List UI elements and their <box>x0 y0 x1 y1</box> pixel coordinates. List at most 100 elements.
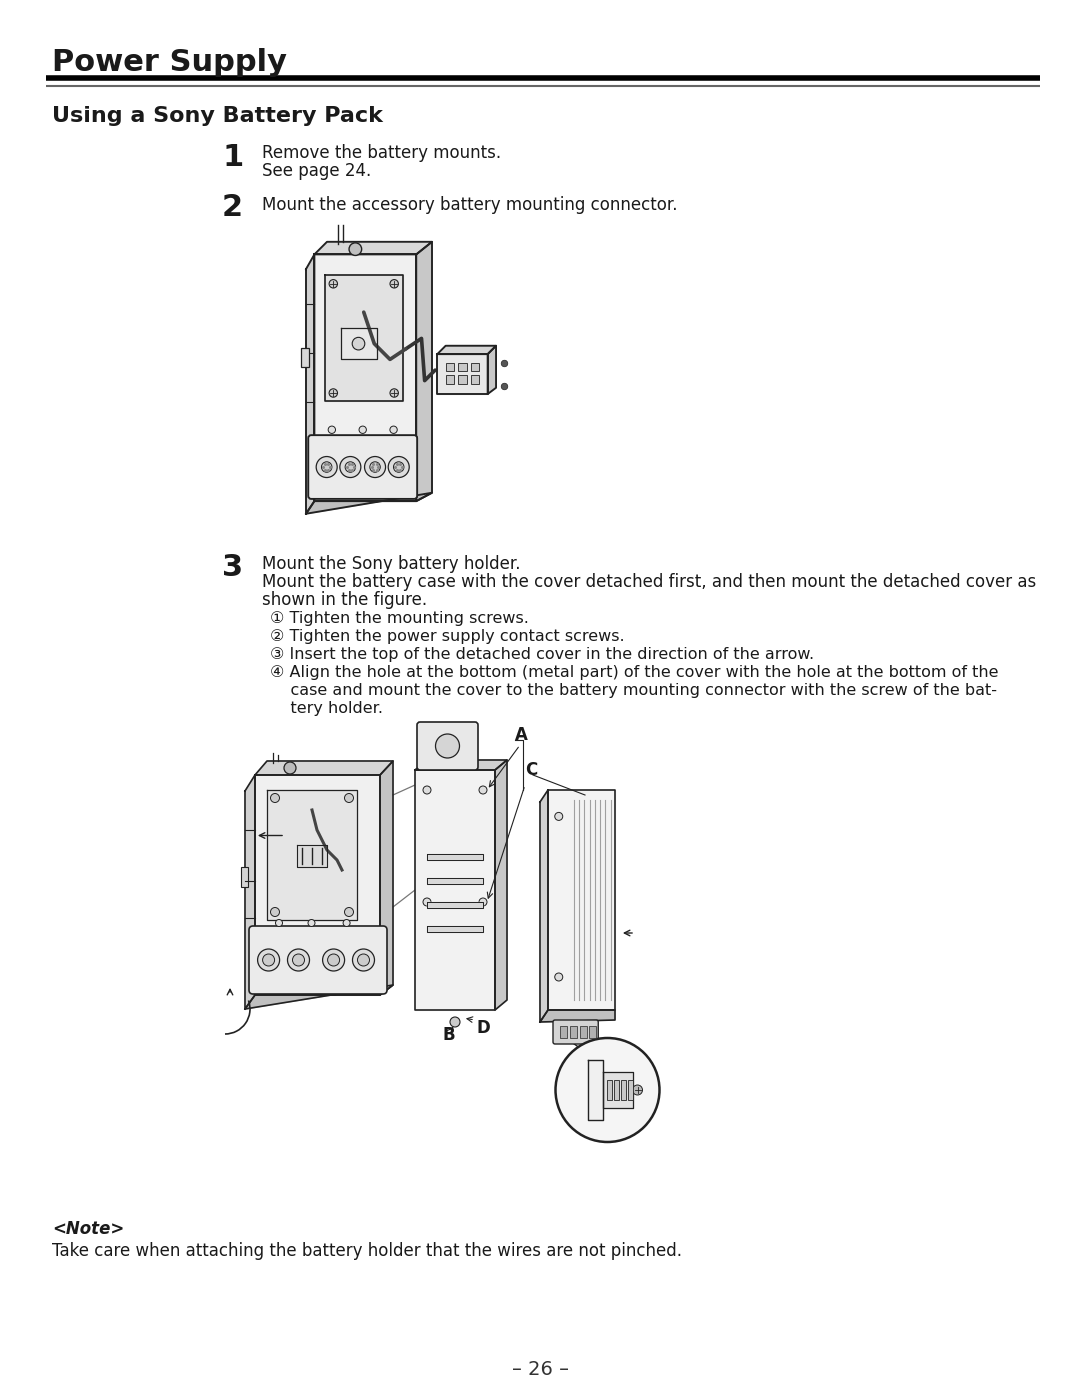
FancyBboxPatch shape <box>553 1020 598 1044</box>
Polygon shape <box>245 775 255 1009</box>
Polygon shape <box>380 761 393 995</box>
Text: See page 24.: See page 24. <box>262 162 372 180</box>
Polygon shape <box>427 926 483 932</box>
Text: Mount the battery case with the cover detached first, and then mount the detache: Mount the battery case with the cover de… <box>262 574 1036 590</box>
Circle shape <box>343 919 350 926</box>
Bar <box>300 348 309 367</box>
Circle shape <box>322 462 332 473</box>
Text: Mount the Sony battery holder.: Mount the Sony battery holder. <box>262 555 521 574</box>
Circle shape <box>555 1038 660 1142</box>
Circle shape <box>393 462 404 473</box>
Text: 3: 3 <box>222 553 243 582</box>
Circle shape <box>369 462 380 473</box>
Text: ② Tighten the power supply contact screws.: ② Tighten the power supply contact screw… <box>270 630 624 644</box>
Circle shape <box>323 949 345 971</box>
Circle shape <box>555 972 563 981</box>
Polygon shape <box>495 760 507 1010</box>
Circle shape <box>275 919 283 926</box>
FancyBboxPatch shape <box>308 435 417 499</box>
FancyBboxPatch shape <box>249 926 387 995</box>
Polygon shape <box>297 845 327 867</box>
Text: A: A <box>515 726 528 744</box>
Bar <box>458 362 467 371</box>
Polygon shape <box>437 354 488 395</box>
Text: ① Tighten the mounting screws.: ① Tighten the mounting screws. <box>270 611 529 625</box>
Bar <box>458 375 467 383</box>
Circle shape <box>328 427 336 434</box>
Circle shape <box>345 908 353 916</box>
Polygon shape <box>267 790 357 921</box>
Polygon shape <box>588 1060 603 1121</box>
Bar <box>613 1080 619 1100</box>
Polygon shape <box>314 255 416 501</box>
Text: 2: 2 <box>222 193 243 222</box>
Text: case and mount the cover to the battery mounting connector with the screw of the: case and mount the cover to the battery … <box>270 683 997 698</box>
Text: Remove the battery mounts.: Remove the battery mounts. <box>262 144 501 162</box>
Circle shape <box>352 949 375 971</box>
Polygon shape <box>548 790 615 1010</box>
Polygon shape <box>306 255 314 513</box>
Text: B: B <box>443 1025 456 1044</box>
Polygon shape <box>427 879 483 884</box>
Text: Using a Sony Battery Pack: Using a Sony Battery Pack <box>52 106 383 126</box>
Polygon shape <box>340 327 377 360</box>
Polygon shape <box>255 761 393 775</box>
Bar <box>570 1025 577 1038</box>
Polygon shape <box>314 242 432 255</box>
Circle shape <box>352 337 365 350</box>
Bar <box>471 362 480 371</box>
Text: – 26 –: – 26 – <box>512 1360 568 1379</box>
Circle shape <box>287 949 310 971</box>
Polygon shape <box>415 760 507 769</box>
Circle shape <box>329 389 337 397</box>
Bar <box>621 1080 625 1100</box>
Polygon shape <box>603 1072 633 1108</box>
Text: shown in the figure.: shown in the figure. <box>262 590 427 609</box>
Polygon shape <box>245 985 393 1009</box>
Bar <box>241 867 248 887</box>
Bar <box>607 1080 611 1100</box>
Circle shape <box>284 762 296 774</box>
Circle shape <box>340 456 361 477</box>
Bar <box>446 375 454 383</box>
Bar <box>446 362 454 371</box>
Circle shape <box>293 954 305 965</box>
Circle shape <box>316 456 337 477</box>
Text: Power Supply: Power Supply <box>52 48 287 77</box>
Circle shape <box>390 427 397 434</box>
Circle shape <box>359 427 366 434</box>
Text: Take care when attaching the battery holder that the wires are not pinched.: Take care when attaching the battery hol… <box>52 1242 681 1260</box>
Circle shape <box>357 954 369 965</box>
Circle shape <box>633 1086 643 1095</box>
Text: D: D <box>477 1018 490 1037</box>
Circle shape <box>390 389 399 397</box>
Circle shape <box>258 949 280 971</box>
Polygon shape <box>488 346 496 395</box>
Polygon shape <box>415 769 495 1010</box>
Circle shape <box>345 793 353 803</box>
Circle shape <box>346 462 355 473</box>
Bar <box>580 1025 586 1038</box>
Circle shape <box>555 813 563 820</box>
Polygon shape <box>540 1010 615 1023</box>
Polygon shape <box>427 902 483 908</box>
Circle shape <box>270 908 280 916</box>
Circle shape <box>423 898 431 907</box>
Bar <box>471 375 480 383</box>
Circle shape <box>450 1017 460 1027</box>
Text: <Note>: <Note> <box>52 1220 124 1238</box>
Circle shape <box>349 243 362 256</box>
Polygon shape <box>255 775 380 995</box>
Circle shape <box>308 919 315 926</box>
Circle shape <box>435 734 459 758</box>
Polygon shape <box>427 853 483 860</box>
Text: C: C <box>525 761 537 779</box>
Circle shape <box>390 280 399 288</box>
Circle shape <box>388 456 409 477</box>
Polygon shape <box>540 790 548 1023</box>
Circle shape <box>423 786 431 795</box>
Polygon shape <box>325 276 403 402</box>
Bar <box>561 1025 567 1038</box>
Bar <box>590 1025 596 1038</box>
Circle shape <box>480 898 487 907</box>
